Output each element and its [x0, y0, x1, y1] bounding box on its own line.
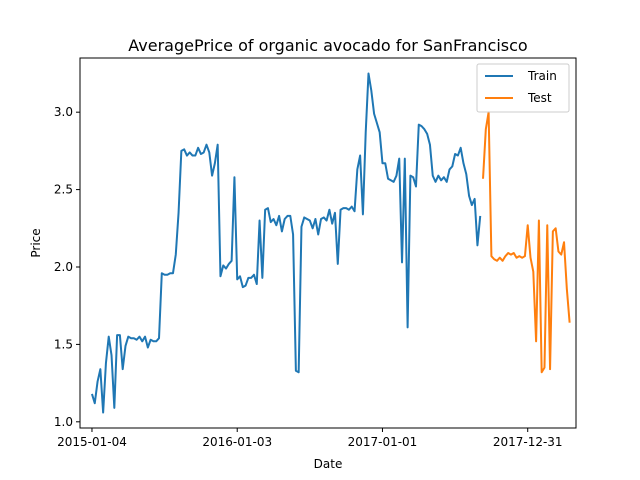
y-tick-label: 2.0 — [54, 260, 73, 274]
x-tick-label: 2015-01-04 — [57, 435, 127, 449]
legend: Train Test — [476, 63, 570, 113]
x-tick-label: 2017-12-31 — [493, 435, 563, 449]
axes-frame — [79, 57, 577, 429]
x-tick-label: 2016-01-03 — [202, 435, 272, 449]
y-tick-label: 1.5 — [54, 337, 73, 351]
series-line-train — [91, 72, 482, 414]
legend-test-label: Test — [527, 91, 552, 105]
x-axis-label: Date — [314, 457, 343, 471]
series-line-test — [482, 111, 571, 374]
x-axis-ticks: 2015-01-04 2016-01-03 2017-01-01 2017-12-31 — [57, 428, 563, 449]
legend-train-label: Train — [527, 69, 557, 83]
y-axis-label: Price — [29, 228, 43, 257]
y-axis-ticks: 1.0 1.5 2.0 2.5 3.0 — [54, 105, 80, 429]
x-tick-label: 2017-01-01 — [348, 435, 418, 449]
y-tick-label: 3.0 — [54, 105, 73, 119]
y-tick-label: 1.0 — [54, 415, 73, 429]
series-lines — [91, 72, 571, 414]
axes-background — [80, 58, 576, 428]
plot-area: 2015-01-04 2016-01-03 2017-01-01 2017-12-31… — [54, 57, 577, 449]
chart-title: AveragePrice of organic avocado for SanF… — [128, 36, 527, 55]
y-tick-label: 2.5 — [54, 183, 73, 197]
